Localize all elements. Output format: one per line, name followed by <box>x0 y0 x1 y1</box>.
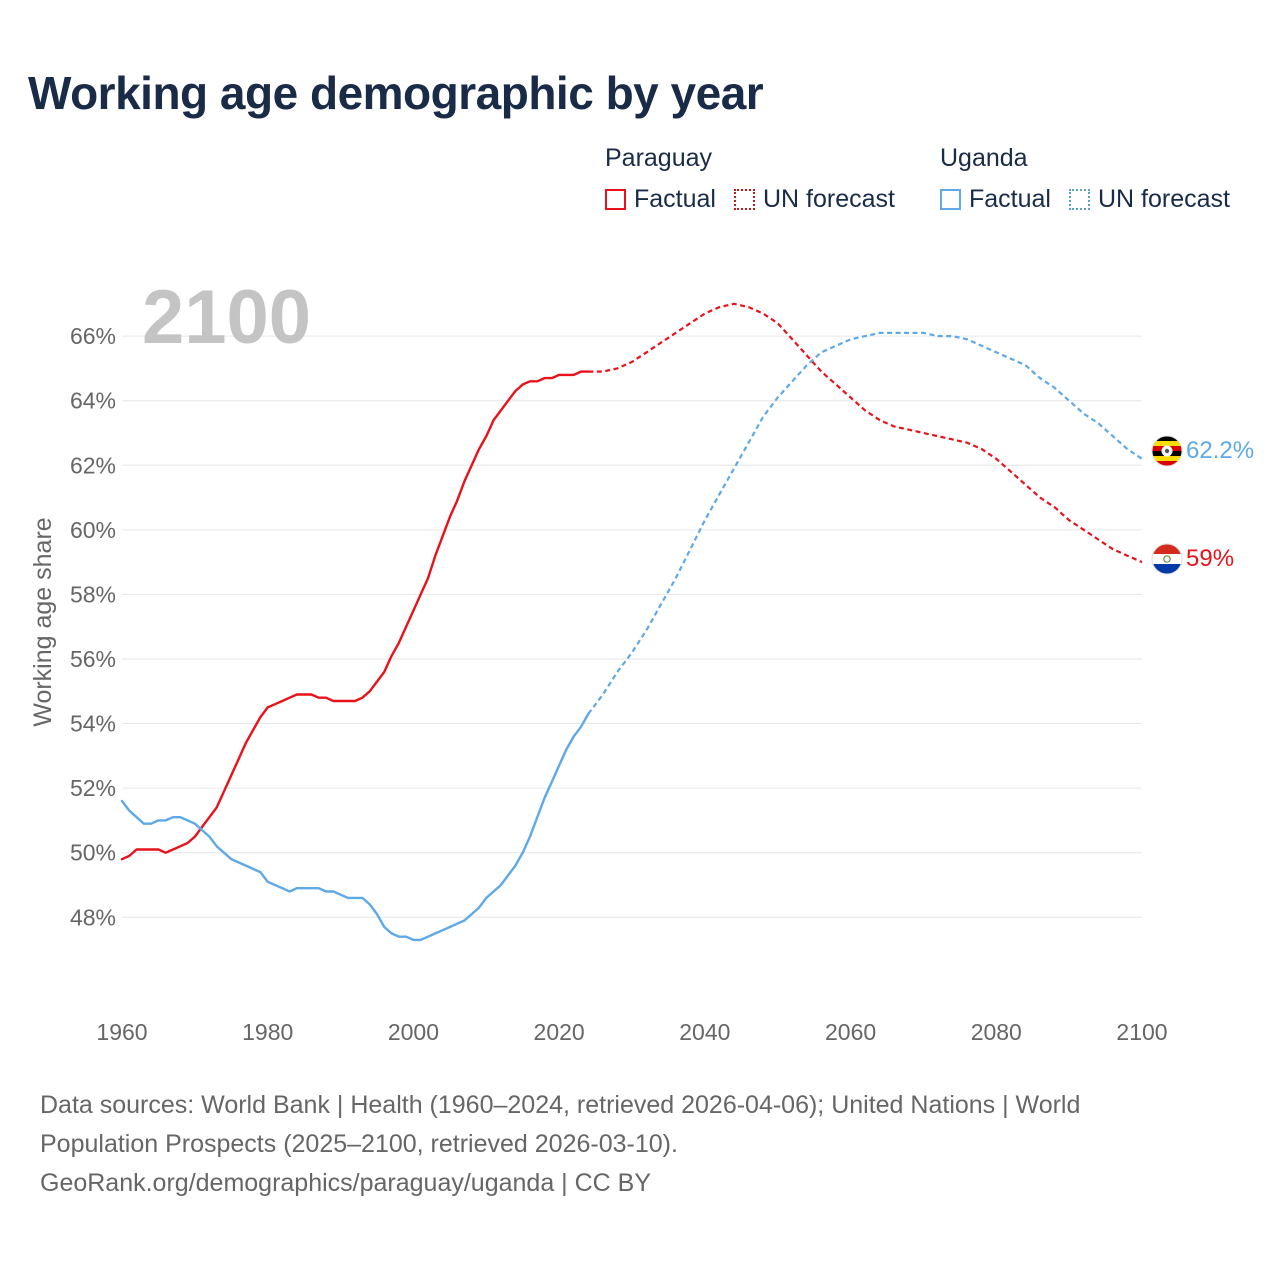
x-tick-label: 2100 <box>1116 1019 1167 1045</box>
legend-label-factual: Factual <box>969 185 1051 213</box>
series-lines <box>120 302 1143 942</box>
y-tick-label: 50% <box>70 840 116 866</box>
paraguay-forecast-line <box>588 302 1143 564</box>
paraguay-factual-line <box>120 370 590 861</box>
footer-line-3: GeoRank.org/demographics/paraguay/uganda… <box>40 1169 652 1197</box>
legend-group-title-uganda: Uganda <box>940 144 1028 172</box>
legend-item-uganda-factual[interactable]: Factual <box>940 185 1051 214</box>
year-label: 2100 <box>142 275 311 360</box>
legend-paraguay: Paraguay Factual UN forecast <box>605 144 895 214</box>
x-tick-label: 2040 <box>679 1019 730 1045</box>
y-tick-label: 52% <box>70 775 116 801</box>
y-tick-label: 56% <box>70 646 116 672</box>
grid-lines <box>122 335 1142 918</box>
y-axis-ticks: 48% 50% 52% 54% 56% 58% 60% 62% 64% 66% <box>70 323 116 930</box>
uganda-factual-line <box>120 712 590 942</box>
legend-label-forecast: UN forecast <box>1097 185 1230 213</box>
legend-label-forecast: UN forecast <box>762 185 895 213</box>
chart-title: Working age demographic by year <box>28 67 764 119</box>
line-chart: 48% 50% 52% 54% 56% 58% 60% 62% 64% 66% 1960 1980 2… <box>29 275 1254 1045</box>
x-tick-label: 2080 <box>971 1019 1022 1045</box>
legend-swatch-solid <box>940 189 961 210</box>
y-tick-label: 58% <box>70 581 116 607</box>
legend-item-paraguay-forecast[interactable]: UN forecast <box>733 185 895 214</box>
end-label-paraguay: 59% <box>1186 545 1234 572</box>
legend-swatch-dotted <box>733 189 755 210</box>
x-tick-label: 1960 <box>96 1019 147 1045</box>
uganda-forecast-line <box>587 331 1143 715</box>
y-tick-label: 66% <box>70 323 116 349</box>
y-axis-title: Working age share <box>29 517 57 726</box>
footer-line-2: Population Prospects (2025–2100, retriev… <box>40 1130 678 1158</box>
legend-item-paraguay-factual[interactable]: Factual <box>605 185 716 214</box>
y-tick-label: 64% <box>70 388 116 414</box>
paraguay-flag-icon <box>1151 543 1183 575</box>
y-tick-label: 60% <box>70 517 116 543</box>
x-tick-label: 2060 <box>825 1019 876 1045</box>
end-label-uganda: 62.2% <box>1186 437 1254 464</box>
uganda-flag-icon <box>1151 435 1183 467</box>
y-tick-label: 62% <box>70 452 116 478</box>
x-tick-label: 1980 <box>242 1019 293 1045</box>
footer-line-1: Data sources: World Bank | Health (1960–… <box>40 1091 1081 1119</box>
legend-item-uganda-forecast[interactable]: UN forecast <box>1068 185 1230 214</box>
legend-group-title-paraguay: Paraguay <box>605 144 713 172</box>
x-tick-label: 2020 <box>534 1019 585 1045</box>
x-axis-ticks: 1960 1980 2000 2020 2040 2060 2080 2100 <box>96 1019 1167 1045</box>
footer-sources: Data sources: World Bank | Health (1960–… <box>40 1086 1240 1203</box>
legend-swatch-solid <box>605 189 626 210</box>
legend-swatch-dotted <box>1068 189 1090 210</box>
y-tick-label: 48% <box>70 904 116 930</box>
x-tick-label: 2000 <box>388 1019 439 1045</box>
legend-uganda: Uganda Factual UN forecast <box>940 144 1230 214</box>
legend-label-factual: Factual <box>634 185 716 213</box>
y-tick-label: 54% <box>70 711 116 737</box>
